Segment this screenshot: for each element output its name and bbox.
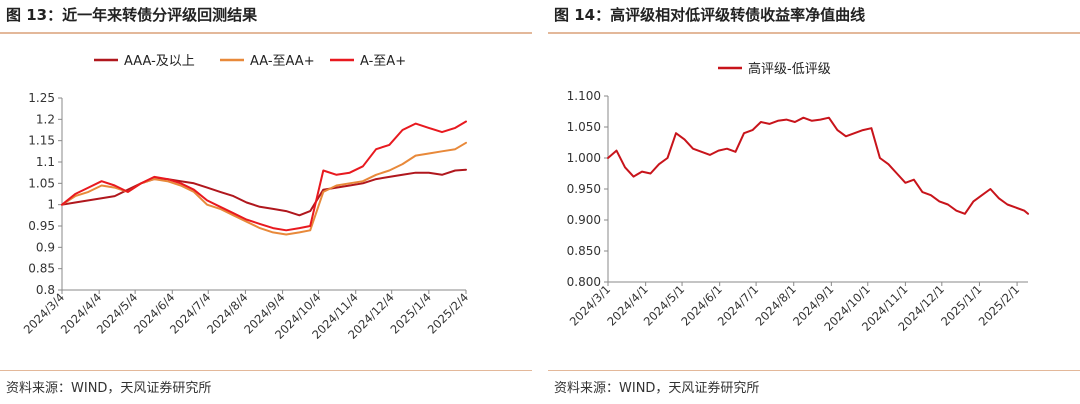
- x-tick-label: 2025/2/1: [976, 282, 1022, 328]
- y-tick-label: 0.85: [28, 262, 55, 276]
- y-tick-label: 0.900: [567, 213, 601, 227]
- legend-label: AA-至AA+: [250, 54, 315, 69]
- bottom-rule: [548, 370, 1080, 371]
- y-tick-label: 1.1: [36, 155, 55, 169]
- source-note: 资料来源：WIND，天风证券研究所: [554, 381, 760, 396]
- chart-panel-13: 图 13：近一年来转债分评级回测结果 0.8 0.85 0.9 0.95 1 1.05 1.…: [0, 0, 532, 404]
- chart-14: 0.8000.8500.9000.9501.0001.0501.1002024/…: [567, 61, 1029, 334]
- series-line-1: [61, 168, 467, 217]
- legend-label: A-至A+: [360, 54, 406, 69]
- series-line-1: [607, 116, 1029, 215]
- figure-title: 图 14：高评级相对低评级转债收益率净值曲线: [554, 6, 866, 24]
- y-tick-label: 1.050: [567, 120, 601, 134]
- top-rule: [548, 32, 1080, 34]
- x-tick-label: 2025/2/4: [425, 290, 471, 336]
- source-note: 资料来源：WIND，天风证券研究所: [6, 381, 212, 396]
- legend-label: AAA-及以上: [124, 54, 195, 69]
- y-tick-label: 1.05: [28, 176, 55, 190]
- top-rule: [0, 32, 532, 34]
- y-tick-label: 1.25: [28, 91, 55, 105]
- y-tick-label: 0.9: [36, 240, 55, 254]
- y-tick-label: 1.000: [567, 151, 601, 165]
- y-tick-label: 1.100: [567, 89, 601, 103]
- series-line-3: [61, 120, 467, 232]
- y-tick-label: 0.800: [567, 275, 601, 289]
- figure-title: 图 13：近一年来转债分评级回测结果: [6, 6, 258, 24]
- y-tick-label: 1.15: [28, 134, 55, 148]
- y-tick-label: 0.8: [36, 283, 55, 297]
- y-tick-label: 1.2: [36, 112, 55, 126]
- y-tick-label: 0.950: [567, 182, 601, 196]
- y-tick-label: 0.850: [567, 244, 601, 258]
- chart-panel-14: 图 14：高评级相对低评级转债收益率净值曲线 0.800 0.850 0.900 0.…: [548, 0, 1080, 404]
- bottom-rule: [0, 370, 532, 371]
- chart-13: 0.80.850.90.9511.051.11.151.21.252024/3/…: [21, 54, 471, 342]
- y-tick-label: 1: [47, 198, 55, 212]
- legend-label: 高评级-低评级: [748, 61, 831, 77]
- y-tick-label: 0.95: [28, 219, 55, 233]
